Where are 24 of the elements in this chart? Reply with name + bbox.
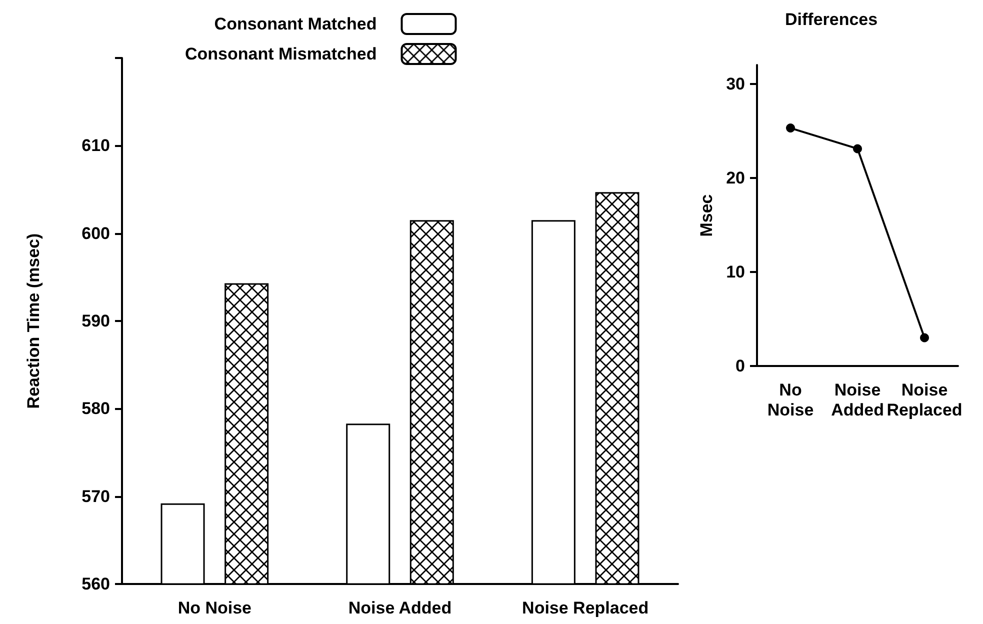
point xyxy=(853,144,862,154)
y-tick-label: 10 xyxy=(726,262,745,282)
x-tick-label: Noise Replaced xyxy=(886,380,962,420)
y-tick-label: 20 xyxy=(726,168,745,188)
y-tick-label: 610 xyxy=(82,136,110,156)
point xyxy=(920,333,929,342)
y-tick-label: 0 xyxy=(736,356,745,376)
y-tick-label: 590 xyxy=(82,312,110,330)
point xyxy=(786,124,795,133)
y-axis-title: Msec xyxy=(697,194,716,237)
y-tick-label: 570 xyxy=(82,486,110,506)
y-tick-label: 580 xyxy=(82,399,110,418)
chart-title: Differences xyxy=(785,10,878,29)
x-tick-label: No Noise xyxy=(178,598,252,618)
y-tick-label: 600 xyxy=(82,224,110,243)
x-tick-label: No Noise xyxy=(767,380,814,420)
legend-label: Consonant Mismatched xyxy=(184,44,377,64)
x-tick-label: Noise Added xyxy=(831,380,884,420)
y-axis-title: Reaction Time (msec) xyxy=(24,233,43,409)
legend-label: Consonant Matched xyxy=(214,14,377,34)
x-tick-label: Noise Replaced xyxy=(522,598,649,618)
y-tick-label: 560 xyxy=(82,574,110,594)
x-tick-label: Noise Added xyxy=(348,598,452,618)
y-tick-label: 30 xyxy=(726,74,745,94)
